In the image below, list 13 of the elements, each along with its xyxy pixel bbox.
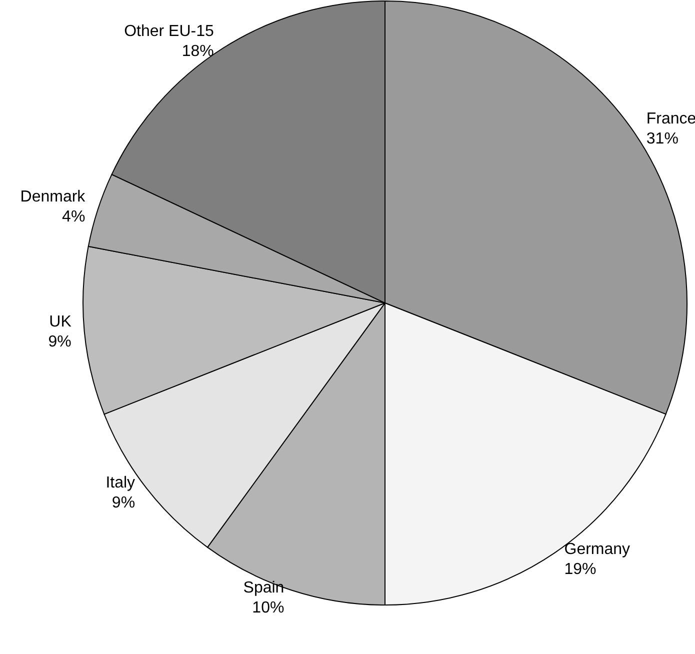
data-label: 19% — [564, 560, 596, 578]
slice-label: Other EU-15 — [124, 22, 214, 40]
data-label: 31% — [646, 130, 678, 148]
slice-label: Italy — [106, 474, 136, 492]
data-label: 4% — [62, 208, 86, 226]
slice-label: Germany — [564, 540, 630, 558]
data-label: 9% — [48, 334, 72, 351]
data-label: 18% — [182, 42, 214, 60]
data-label: 9% — [112, 494, 136, 512]
slice-label: Spain — [243, 579, 284, 596]
slice-label: Denmark — [20, 188, 86, 206]
slice-label: UK — [49, 314, 72, 331]
data-label: 10% — [252, 599, 284, 616]
